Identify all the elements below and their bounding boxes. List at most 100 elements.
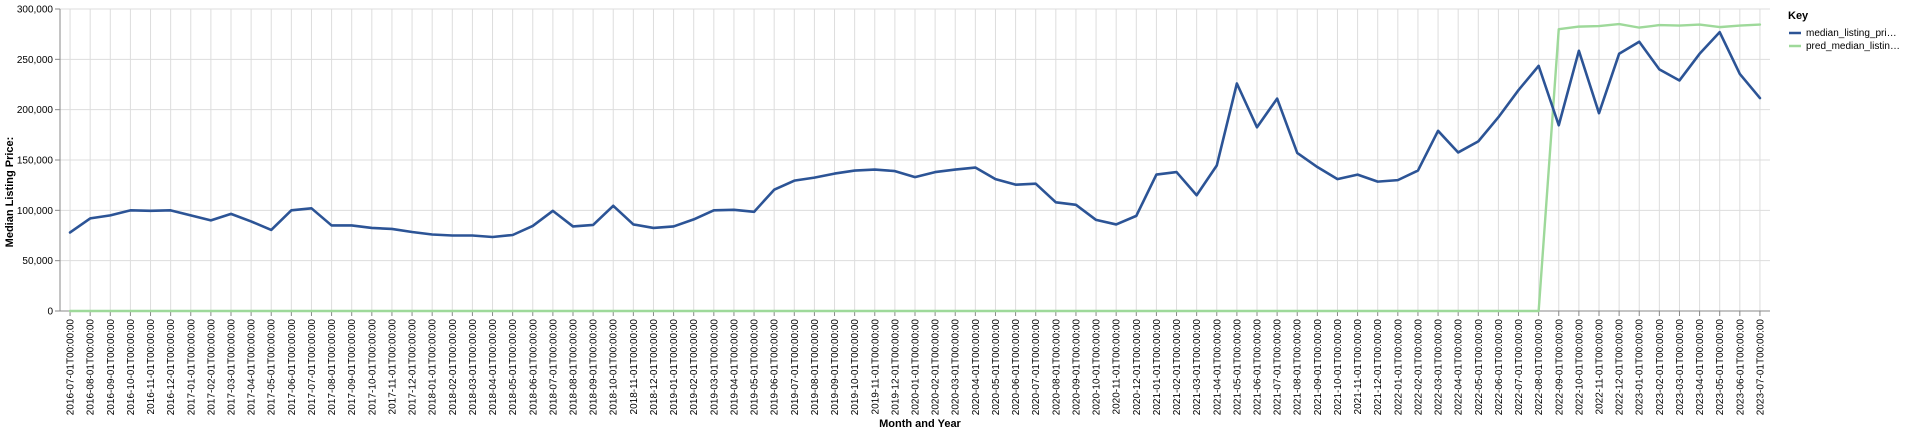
x-tick-label: 2016-10-01T00:00:00 (126, 319, 137, 416)
legend-title: Key (1788, 10, 1809, 22)
x-tick-label: 2023-07-01T00:00:00 (1755, 319, 1766, 416)
x-tick-label: 2020-02-01T00:00:00 (931, 319, 942, 416)
x-tick-label: 2023-05-01T00:00:00 (1715, 319, 1726, 416)
x-tick-label: 2018-02-01T00:00:00 (448, 319, 459, 416)
axes: 0 50,000 100,000 150,000 200,000 250,000 300,0… (17, 5, 1770, 416)
x-tick-label: 2020-06-01T00:00:00 (1011, 319, 1022, 416)
x-tick-label: 2023-03-01T00:00:00 (1675, 319, 1686, 416)
x-tick-label: 2023-02-01T00:00:00 (1655, 319, 1666, 416)
x-tick-label: 2021-03-01T00:00:00 (1192, 319, 1203, 416)
x-tick-label: 2020-04-01T00:00:00 (971, 319, 982, 416)
series-line-pred-median-listing-price (68, 22, 1762, 313)
x-tick-label: 2017-07-01T00:00:00 (307, 319, 318, 416)
y-tick-label: 150,000 (17, 156, 54, 167)
x-axis-title: Month and Year (879, 418, 961, 430)
legend-label-pred: pred_median_listin… (1806, 41, 1900, 52)
x-tick-label: 2020-11-01T00:00:00 (1112, 319, 1123, 415)
x-tick-label: 2018-11-01T00:00:00 (629, 319, 640, 415)
x-tick-label: 2018-04-01T00:00:00 (488, 319, 499, 416)
series-line-median-listing-price (68, 30, 1762, 239)
x-tick-label: 2016-09-01T00:00:00 (106, 319, 117, 416)
x-tick-label: 2017-03-01T00:00:00 (227, 319, 238, 416)
x-tick-label: 2019-12-01T00:00:00 (890, 319, 901, 416)
x-tick-label: 2020-08-01T00:00:00 (1051, 319, 1062, 416)
x-tick-label: 2019-08-01T00:00:00 (810, 319, 821, 416)
x-tick-label: 2022-09-01T00:00:00 (1554, 319, 1565, 416)
x-tick-label: 2019-06-01T00:00:00 (770, 319, 781, 416)
x-tick-label: 2018-05-01T00:00:00 (508, 319, 519, 416)
x-tick-label: 2023-04-01T00:00:00 (1695, 319, 1706, 416)
x-tick-label: 2020-03-01T00:00:00 (951, 319, 962, 416)
y-tick-label: 300,000 (17, 5, 54, 16)
x-tick-label: 2020-10-01T00:00:00 (1092, 319, 1103, 416)
x-tick-label: 2023-06-01T00:00:00 (1735, 319, 1746, 416)
x-tick-label: 2018-12-01T00:00:00 (649, 319, 660, 416)
x-tick-label: 2018-06-01T00:00:00 (528, 319, 539, 416)
x-tick-label: 2023-01-01T00:00:00 (1635, 319, 1646, 416)
x-tick-label: 2017-09-01T00:00:00 (347, 319, 358, 416)
x-tick-label: 2019-05-01T00:00:00 (750, 319, 761, 416)
x-tick-label: 2017-04-01T00:00:00 (247, 319, 258, 416)
x-tick-label: 2017-06-01T00:00:00 (287, 319, 298, 416)
x-tick-label: 2021-04-01T00:00:00 (1212, 319, 1223, 416)
y-tick-label: 200,000 (17, 105, 54, 116)
x-tick-label: 2017-05-01T00:00:00 (267, 319, 278, 416)
x-tick-label: 2019-07-01T00:00:00 (790, 319, 801, 416)
x-tick-label: 2022-03-01T00:00:00 (1434, 319, 1445, 416)
legend-label-median: median_listing_pri… (1806, 28, 1897, 39)
x-tick-label: 2018-07-01T00:00:00 (548, 319, 559, 416)
x-tick-label: 2022-10-01T00:00:00 (1574, 319, 1585, 416)
x-tick-label: 2021-02-01T00:00:00 (1172, 319, 1183, 416)
x-tick-label: 2021-10-01T00:00:00 (1333, 319, 1344, 416)
legend: Key median_listing_pri… pred_median_list… (1788, 10, 1900, 52)
x-tick-label: 2016-11-01T00:00:00 (146, 319, 157, 415)
x-tick-label: 2018-10-01T00:00:00 (609, 319, 620, 416)
y-tick-label: 100,000 (17, 206, 54, 217)
x-tick-label: 2017-08-01T00:00:00 (327, 319, 338, 416)
x-tick-label: 2020-05-01T00:00:00 (991, 319, 1002, 416)
x-tick-label: 2018-03-01T00:00:00 (468, 319, 479, 416)
x-tick-label: 2016-07-01T00:00:00 (66, 319, 77, 416)
x-tick-label: 2022-08-01T00:00:00 (1534, 319, 1545, 416)
series-lines (68, 22, 1762, 313)
x-tick-label: 2020-09-01T00:00:00 (1071, 319, 1082, 416)
x-tick-label: 2021-11-01T00:00:00 (1353, 319, 1364, 415)
x-tick-label: 2020-12-01T00:00:00 (1132, 319, 1143, 416)
x-tick-label: 2022-01-01T00:00:00 (1393, 319, 1404, 416)
x-tick-label: 2017-11-01T00:00:00 (387, 319, 398, 415)
x-tick-label: 2017-01-01T00:00:00 (186, 319, 197, 416)
x-tick-label: 2018-08-01T00:00:00 (569, 319, 580, 416)
y-tick-label: 0 (47, 307, 53, 318)
x-tick-label: 2017-12-01T00:00:00 (408, 319, 419, 416)
x-tick-label: 2017-02-01T00:00:00 (206, 319, 217, 416)
x-tick-label: 2019-10-01T00:00:00 (850, 319, 861, 416)
x-tick-label: 2021-09-01T00:00:00 (1313, 319, 1324, 416)
x-tick-label: 2019-01-01T00:00:00 (669, 319, 680, 416)
x-tick-label: 2019-02-01T00:00:00 (689, 319, 700, 416)
x-tick-label: 2019-09-01T00:00:00 (830, 319, 841, 416)
x-tick-label: 2018-01-01T00:00:00 (428, 319, 439, 416)
gridlines (60, 8, 1770, 312)
x-tick-label: 2022-02-01T00:00:00 (1413, 319, 1424, 416)
x-tick-label: 2020-01-01T00:00:00 (911, 319, 922, 416)
x-tick-label: 2019-03-01T00:00:00 (709, 319, 720, 416)
x-tick-label: 2018-09-01T00:00:00 (589, 319, 600, 416)
x-tick-label: 2021-06-01T00:00:00 (1253, 319, 1264, 416)
x-tick-label: 2021-01-01T00:00:00 (1152, 319, 1163, 416)
y-axis-title: Median Listing Price: (4, 137, 16, 248)
x-tick-label: 2021-05-01T00:00:00 (1232, 319, 1243, 416)
x-tick-label: 2016-08-01T00:00:00 (86, 319, 97, 416)
y-tick-label: 50,000 (22, 256, 53, 267)
x-tick-label: 2016-12-01T00:00:00 (166, 319, 177, 416)
x-tick-label: 2022-05-01T00:00:00 (1474, 319, 1485, 416)
x-tick-label: 2022-12-01T00:00:00 (1615, 319, 1626, 416)
x-tick-label: 2022-04-01T00:00:00 (1454, 319, 1465, 416)
x-tick-label: 2019-04-01T00:00:00 (729, 319, 740, 416)
x-tick-label: 2022-07-01T00:00:00 (1514, 319, 1525, 416)
x-tick-label: 2021-08-01T00:00:00 (1293, 319, 1304, 416)
x-tick-label: 2019-11-01T00:00:00 (870, 319, 881, 415)
x-tick-label: 2022-06-01T00:00:00 (1494, 319, 1505, 416)
x-tick-label: 2017-10-01T00:00:00 (367, 319, 378, 416)
